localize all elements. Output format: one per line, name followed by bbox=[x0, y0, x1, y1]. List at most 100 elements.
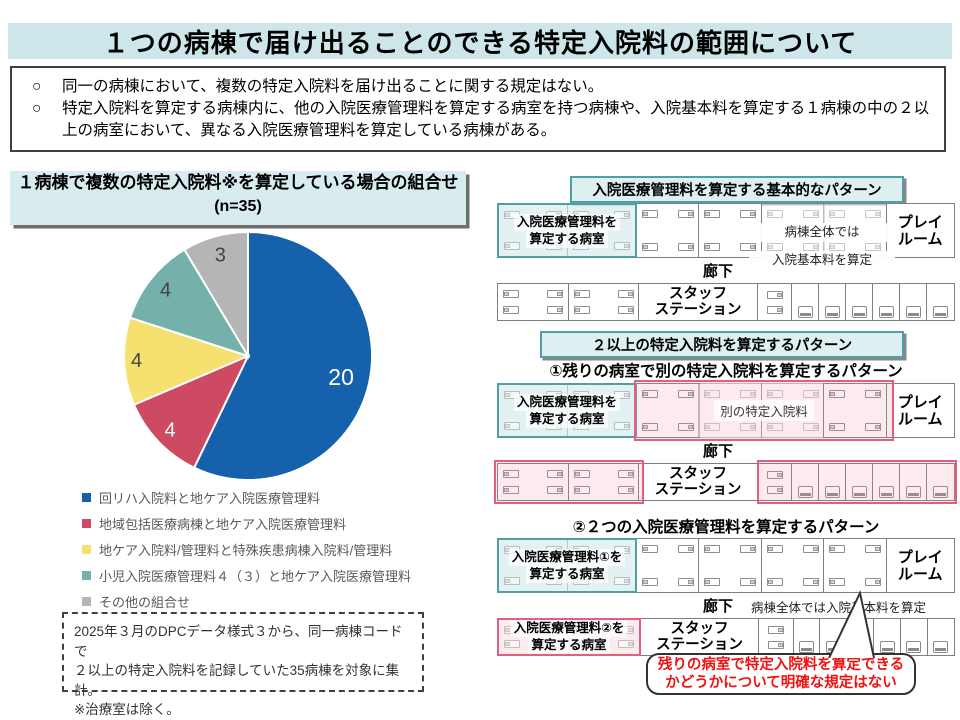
sink-icon bbox=[906, 306, 922, 318]
bed-icon bbox=[802, 210, 819, 218]
corridor-basic-fee-note: 病棟全体では入院基本料を算定 bbox=[749, 597, 929, 616]
bed-icon bbox=[547, 470, 563, 478]
single-room bbox=[872, 283, 901, 321]
highlight-room-2-label: 入院医療管理料②を 算定する病室 bbox=[499, 620, 639, 654]
single-room bbox=[926, 618, 955, 656]
bed-icon bbox=[503, 290, 519, 298]
single-room bbox=[818, 463, 847, 501]
pie-value-label: 4 bbox=[164, 420, 175, 442]
bed-icon bbox=[740, 210, 756, 218]
playroom: プレイ ルーム bbox=[885, 538, 955, 593]
pattern3-subtitle: ②２つの入院医療管理料を算定するパターン bbox=[572, 519, 880, 536]
patient-room bbox=[823, 383, 887, 438]
corridor: 廊下 bbox=[497, 258, 955, 283]
bed-icon bbox=[573, 290, 590, 298]
bed-icon bbox=[641, 390, 658, 398]
chart-legend: 回リハ入院料と地ケア入院医療管理料地域包括医療病棟と地ケア入院医療管理料地ケア入… bbox=[82, 484, 462, 614]
bed-icon bbox=[614, 242, 630, 250]
patient-room bbox=[698, 383, 762, 438]
legend-label: 回リハ入院料と地ケア入院医療管理料 bbox=[99, 490, 321, 506]
bed-icon bbox=[766, 210, 783, 218]
staff-station: スタッフ ステーション bbox=[639, 618, 760, 656]
patient-room bbox=[823, 538, 887, 593]
single-room bbox=[926, 283, 955, 321]
highlight-room-label: 入院医療管理料を 算定する病室 bbox=[499, 205, 635, 256]
bed-icon bbox=[573, 470, 590, 478]
legend-item: 地域包括医療病棟と地ケア入院医療管理料 bbox=[82, 510, 462, 536]
single-room bbox=[791, 283, 820, 321]
legend-item: 小児入院医療管理料４（３）と地ケア入院医療管理料 bbox=[82, 562, 462, 588]
sink-icon bbox=[906, 641, 922, 653]
single-room bbox=[899, 463, 928, 501]
bed-icon bbox=[617, 470, 634, 478]
single-room bbox=[899, 618, 929, 656]
legend-swatch bbox=[82, 492, 91, 502]
bed-icon bbox=[504, 640, 520, 648]
bed-icon bbox=[677, 578, 694, 586]
source-note-box: 2025年３月のDPCデータ様式３から、同一病棟コードで ２以上の特定入院料を記… bbox=[62, 612, 424, 717]
note-line-1: 2025年３月のDPCデータ様式３から、同一病棟コードで bbox=[74, 624, 403, 659]
ward-basic-fee-note: 病棟全体では 入院基本料を算定 bbox=[749, 223, 895, 279]
bed-icon bbox=[740, 578, 756, 586]
pattern2-header-text: ２以上の特定入院料を算定するパターン bbox=[591, 338, 853, 354]
legend-swatch bbox=[82, 518, 91, 528]
bed-icon bbox=[504, 422, 520, 430]
bed-icon bbox=[504, 577, 520, 585]
bed-icon bbox=[766, 578, 783, 586]
patient-room bbox=[497, 463, 569, 501]
bed-icon bbox=[829, 243, 845, 251]
bed-icon bbox=[617, 290, 634, 298]
single-room bbox=[845, 283, 874, 321]
corridor-label: 廊下 bbox=[703, 443, 734, 460]
single-room bbox=[872, 463, 901, 501]
bed-icon bbox=[802, 545, 819, 553]
pie-value-label: 3 bbox=[215, 245, 226, 267]
page-title-text: １つの病棟で届け出ることのできる特定入院料の範囲について bbox=[102, 27, 858, 58]
pie-chart: 20 4 4 4 3 bbox=[123, 230, 374, 481]
bullet-point-2: ○ 特定入院料を算定する病棟内に、他の入院医療管理料を算定する病室を持つ病棟や、… bbox=[24, 98, 932, 142]
bed-icon bbox=[641, 545, 658, 553]
corridor-label: 廊下 bbox=[703, 263, 734, 280]
callout-line-1: 残りの病室で特定入院料を算定できる bbox=[657, 657, 905, 673]
patient-room bbox=[698, 538, 762, 593]
sink-icon bbox=[797, 486, 813, 498]
bed-icon bbox=[802, 578, 819, 586]
summary-points-box: ○ 同一の病棟において、複数の特定入院料を届け出ることに関する規定はない。 ○ … bbox=[10, 66, 946, 152]
single-room bbox=[926, 463, 955, 501]
bed-icon bbox=[704, 390, 720, 398]
bed-icon bbox=[768, 640, 784, 649]
bed-icon bbox=[802, 243, 819, 251]
bullet-text-1: 同一の病棟において、複数の特定入院料を届け出ることに関する規定はない。 bbox=[62, 78, 604, 95]
single-room bbox=[792, 618, 821, 656]
legend-item: その他の組合せ bbox=[82, 588, 462, 614]
bed-icon bbox=[573, 306, 590, 314]
bed-icon bbox=[829, 390, 845, 398]
bed-icon bbox=[802, 423, 819, 431]
legend-item: 回リハ入院料と地ケア入院医療管理料 bbox=[82, 484, 462, 510]
pie-value-label: 4 bbox=[160, 279, 171, 301]
legend-swatch bbox=[82, 544, 91, 554]
bed-icon bbox=[802, 390, 819, 398]
patient-room bbox=[760, 538, 825, 593]
bed-icon bbox=[766, 423, 783, 431]
bed-icon bbox=[503, 486, 519, 494]
single-room bbox=[791, 463, 820, 501]
pie-value-label: 4 bbox=[131, 350, 142, 372]
legend-item: 地ケア入院料/管理料と特殊疾患病棟入院料/管理料 bbox=[82, 536, 462, 562]
bed-icon bbox=[503, 306, 519, 314]
legend-label: 小児入院医療管理料４（３）と地ケア入院医療管理料 bbox=[99, 568, 412, 584]
sink-icon bbox=[851, 486, 867, 498]
highlight-room-teal-1: 入院医療管理料①を 算定する病室 bbox=[497, 538, 637, 593]
bed-icon bbox=[740, 545, 756, 553]
bed-icon bbox=[573, 486, 590, 494]
legend-label: 地ケア入院料/管理料と特殊疾患病棟入院料/管理料 bbox=[99, 542, 393, 558]
bed-icon bbox=[766, 485, 783, 494]
bed-icon bbox=[547, 290, 563, 298]
bed-icon bbox=[704, 423, 720, 431]
highlight-room-teal: 入院医療管理料を 算定する病室 bbox=[497, 383, 637, 438]
bed-icon bbox=[766, 305, 783, 314]
pattern1-header-text: 入院医療管理料を算定する基本的なパターン bbox=[592, 183, 882, 199]
patient-room bbox=[635, 383, 700, 438]
legend-swatch bbox=[82, 596, 91, 606]
